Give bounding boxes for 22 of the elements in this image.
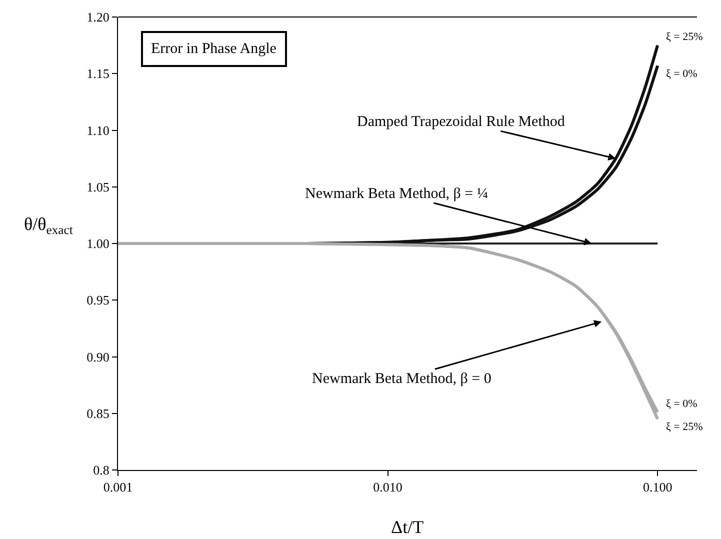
x-tick-label: 0.010 bbox=[373, 480, 402, 495]
series-label: ξ = 25% bbox=[666, 31, 703, 43]
y-tick-label: 0.8 bbox=[93, 462, 110, 478]
y-tick-label: 1.10 bbox=[86, 122, 110, 138]
y-tick-label: 0.85 bbox=[86, 406, 110, 421]
x-axis-title: Δt/T bbox=[391, 517, 424, 537]
y-tick-label: 0.90 bbox=[86, 349, 110, 364]
x-tick-label: 0.100 bbox=[642, 480, 672, 495]
y-tick-label: 1.15 bbox=[86, 66, 110, 82]
y-tick-label: 0.95 bbox=[86, 292, 110, 308]
text: Error in Phase Angle bbox=[151, 41, 277, 57]
y-tick-label: 1.05 bbox=[86, 179, 110, 194]
annotation: Newmark Beta Method, β = ¼ bbox=[305, 186, 488, 202]
series-label: ξ = 0% bbox=[666, 398, 698, 410]
y-axis-title: θ/θ$_{exact}$ bbox=[24, 214, 74, 237]
series-label: ξ = 0% bbox=[666, 68, 698, 80]
annotation: Newmark Beta Method, β = 0 bbox=[312, 371, 492, 387]
annotation: Damped Trapezoidal Rule Method bbox=[357, 114, 566, 130]
y-tick-label: 1.20 bbox=[86, 10, 110, 25]
series-label: ξ = 25% bbox=[666, 421, 703, 433]
x-tick-label: 0.001 bbox=[103, 480, 133, 495]
y-tick-label: 1.00 bbox=[86, 236, 110, 252]
